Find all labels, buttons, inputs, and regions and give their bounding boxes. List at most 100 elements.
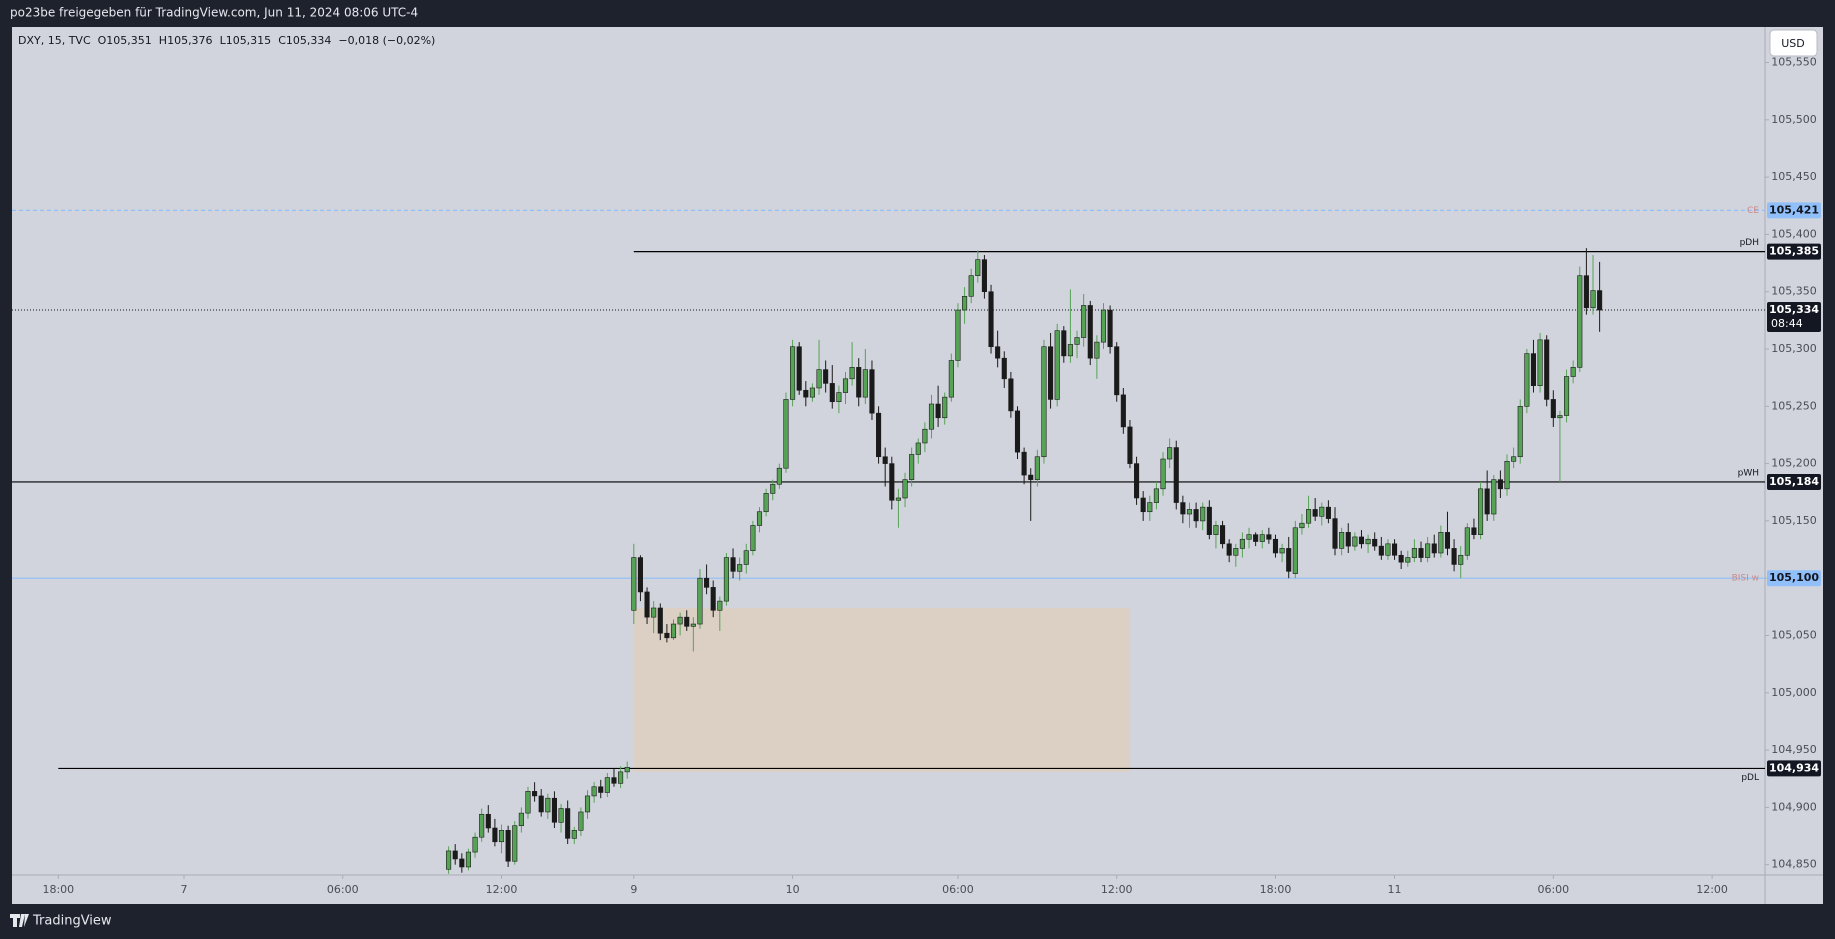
y-tick-label: 105,250 (1771, 399, 1817, 412)
candle-body (856, 367, 862, 398)
candle-body (836, 392, 842, 403)
candle-body (1160, 458, 1166, 490)
candle-body (1114, 346, 1120, 396)
candle-body (1491, 479, 1497, 515)
level-tag: CE (1747, 206, 1759, 216)
y-tick-label: 105,550 (1771, 56, 1817, 69)
candle-body (1392, 543, 1398, 556)
candle-body (1200, 506, 1206, 522)
level-label: 105,184 (1769, 475, 1819, 488)
legend: DXY, 15, TVC O105,351 H105,376 L105,315 C105… (18, 34, 435, 47)
candle-body (948, 360, 954, 398)
candle-body (1028, 474, 1034, 480)
x-tick-label: 12:00 (1696, 883, 1728, 896)
level-label-box (1767, 473, 1821, 490)
candle-body (545, 797, 551, 813)
candle-body (1597, 290, 1603, 311)
candle-body (1226, 543, 1232, 556)
candle-body (1339, 532, 1345, 549)
candle-body (995, 346, 1001, 359)
candle-body (829, 383, 835, 403)
candle-body (876, 412, 882, 458)
level-label: 105,385 (1769, 245, 1819, 258)
candle-body (816, 369, 822, 389)
candle-body (1120, 394, 1126, 428)
level-label: 105,421 (1769, 203, 1819, 216)
candle-body (1438, 532, 1444, 554)
candle-body (1319, 506, 1325, 517)
candle-body (1021, 451, 1027, 476)
candle-body (922, 428, 928, 444)
y-tick-label: 105,200 (1771, 457, 1817, 470)
level-tag: pDL (1741, 773, 1759, 783)
x-tick-label: 06:00 (942, 883, 974, 896)
brand-name[interactable]: TradingView (32, 914, 112, 929)
candle-body (518, 812, 524, 827)
candle-body (889, 463, 895, 501)
candle-body (1094, 341, 1100, 359)
candle-body (981, 259, 987, 293)
axes: 104,850 104,900 104,950 105,000 105,050 105,1… (42, 56, 1821, 896)
candle-body (1385, 543, 1391, 556)
candle-body (565, 808, 571, 839)
candle-body (512, 825, 518, 862)
legend-item: O105,351 (98, 34, 152, 47)
candle-body (849, 367, 855, 380)
candle-body (1061, 330, 1067, 357)
candle-body (955, 309, 961, 361)
candle-body (551, 797, 557, 823)
y-tick-label: 104,850 (1771, 858, 1817, 871)
brand-logo[interactable] (10, 914, 29, 927)
candle-body (1590, 290, 1596, 309)
candle-body (1266, 534, 1272, 540)
candle-body (1332, 518, 1338, 549)
candle-body (690, 623, 696, 627)
brand[interactable]: TradingView (10, 914, 112, 929)
legend-item: DXY, 15, TVC (18, 34, 91, 47)
candle-body (631, 557, 637, 611)
candle-body (1100, 309, 1107, 343)
currency-label[interactable]: USD (1781, 37, 1805, 50)
candle-body (1272, 538, 1279, 554)
level-label-box (1767, 202, 1821, 219)
last-price-box (1767, 302, 1821, 333)
candle-body (1173, 447, 1179, 503)
y-tick-label: 104,950 (1771, 743, 1817, 756)
candle-body (578, 811, 584, 831)
candle-body (928, 403, 935, 430)
x-tick-label: 18:00 (1260, 883, 1292, 896)
candle-body (1041, 346, 1047, 458)
candle-body (763, 493, 769, 513)
candle-body (1583, 275, 1589, 309)
candle-body (584, 795, 591, 813)
candle-body (1134, 463, 1140, 499)
candle-body (1279, 548, 1285, 554)
x-tick-label: 06:00 (1537, 883, 1569, 896)
candle-body (743, 550, 749, 565)
candle-body (459, 858, 465, 868)
candle-body (1054, 330, 1060, 400)
candle-body (1253, 534, 1259, 542)
x-tick-label: 9 (630, 883, 637, 896)
candle-body (803, 389, 809, 398)
level-tag: pDH (1740, 238, 1759, 248)
candle-body (1239, 538, 1245, 549)
candle-body (935, 403, 941, 419)
currency-button[interactable]: USD (1769, 29, 1818, 57)
candle-body (538, 795, 544, 813)
candle-body (624, 766, 630, 773)
candle-body (479, 813, 485, 838)
y-tick-label: 105,050 (1771, 628, 1817, 641)
candle-body (1444, 532, 1451, 549)
level-label-box (1767, 760, 1821, 777)
candle-body (776, 467, 782, 485)
candle-body (1478, 488, 1484, 535)
currency-box[interactable] (1769, 29, 1818, 57)
candle-body (882, 456, 888, 464)
level-label-box (1767, 243, 1821, 260)
candle-body (770, 483, 776, 494)
candle-body (558, 808, 564, 823)
candle-body (604, 777, 610, 793)
candle-body (915, 442, 921, 455)
